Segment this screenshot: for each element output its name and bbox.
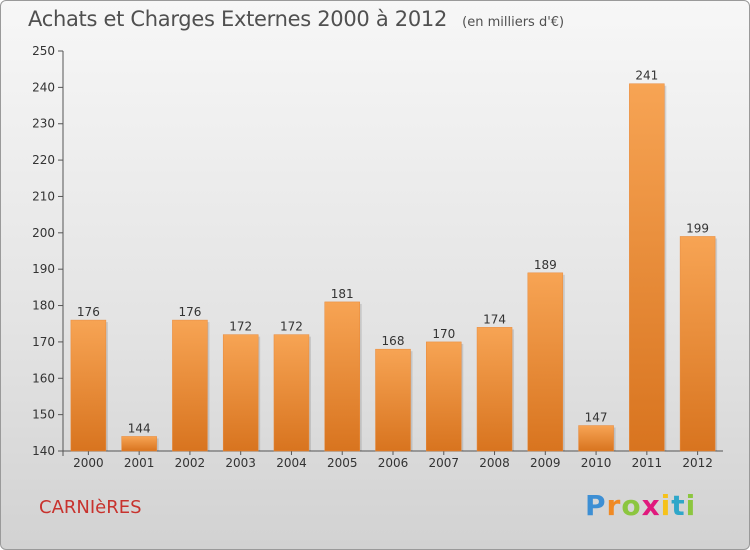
y-tick-label: 150 <box>32 408 55 422</box>
data-label: 170 <box>432 327 455 341</box>
chart-title: Achats et Charges Externes 2000 à 2012 <box>28 7 448 31</box>
brand-logo: Proxiti <box>585 489 696 522</box>
y-tick-label: 230 <box>32 117 55 131</box>
bar <box>222 334 259 452</box>
data-label: 147 <box>585 411 608 425</box>
brand-letter: P <box>585 489 607 522</box>
x-tick-label: 2002 <box>175 456 206 470</box>
data-label: 189 <box>534 258 557 272</box>
y-tick-label: 200 <box>32 226 55 240</box>
brand-letter: x <box>641 489 661 522</box>
data-label: 144 <box>128 421 151 435</box>
brand-letter: r <box>606 489 622 522</box>
bar <box>70 319 107 452</box>
data-label: 241 <box>635 69 658 83</box>
bar <box>629 83 665 452</box>
x-tick-label: 2006 <box>378 456 409 470</box>
x-tick-label: 2012 <box>682 456 713 470</box>
data-label: 168 <box>382 334 405 348</box>
y-tick-label: 170 <box>32 335 55 349</box>
x-tick-label: 2001 <box>124 456 155 470</box>
x-tick-label: 2009 <box>530 456 561 470</box>
location-label: CARNIèRES <box>39 497 142 518</box>
data-label: 176 <box>77 305 100 319</box>
bar <box>273 334 310 452</box>
x-tick-label: 2011 <box>632 456 663 470</box>
y-tick-label: 220 <box>32 153 55 167</box>
data-label: 172 <box>229 320 252 334</box>
chart-subtitle: (en milliers d'€) <box>462 15 565 30</box>
brand-letter: i <box>685 489 697 522</box>
bar <box>426 341 462 452</box>
bar <box>172 319 208 452</box>
x-tick-label: 2004 <box>276 456 307 470</box>
bar <box>527 272 564 452</box>
data-label: 174 <box>483 312 506 326</box>
brand-letter: i <box>660 489 672 522</box>
data-labels: 176 144 176 172 172 181 168 170 174 189 147 241 199 <box>77 69 709 436</box>
y-tick-label: 140 <box>32 444 55 458</box>
x-tick-label: 2007 <box>428 456 459 470</box>
x-tick-label: 2000 <box>73 456 104 470</box>
bar <box>476 327 513 452</box>
bar <box>121 436 157 452</box>
brand-letter: t <box>671 489 686 522</box>
title-row: Achats et Charges Externes 2000 à 2012 (… <box>28 7 564 31</box>
data-label: 172 <box>280 320 303 334</box>
bar <box>679 236 716 452</box>
x-tick-label: 2003 <box>225 456 256 470</box>
x-tick-label: 2005 <box>327 456 358 470</box>
bar <box>578 425 614 452</box>
bar <box>324 301 360 452</box>
y-tick-label: 160 <box>32 371 55 385</box>
x-tick-label: 2010 <box>581 456 612 470</box>
axes: 140 150 160 170 180 190 200 210 220 230 240 250 2000… <box>32 44 723 470</box>
x-tick-label: 2008 <box>479 456 510 470</box>
y-tick-label: 210 <box>32 189 55 203</box>
data-label: 181 <box>331 287 354 301</box>
y-tick-label: 250 <box>32 44 55 58</box>
bars <box>70 83 718 452</box>
bar <box>375 348 411 452</box>
data-label: 176 <box>178 305 201 319</box>
brand-letter: o <box>621 489 642 522</box>
y-tick-label: 180 <box>32 299 55 313</box>
y-tick-label: 240 <box>32 80 55 94</box>
data-label: 199 <box>686 221 709 235</box>
y-tick-label: 190 <box>32 262 55 276</box>
